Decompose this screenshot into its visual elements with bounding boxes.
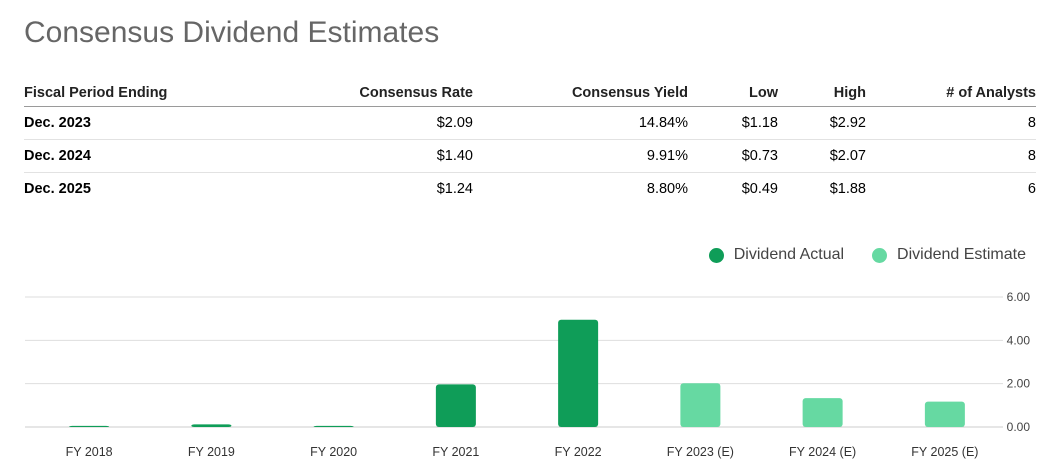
x-tick-label: FY 2022 (555, 445, 602, 459)
bar-fy-2023-e[interactable] (680, 383, 721, 427)
cell-period: Dec. 2024 (24, 139, 264, 173)
cell-high: $2.07 (778, 139, 866, 173)
cell-consensus-rate: $2.09 (264, 106, 473, 140)
bar-fy-2021[interactable] (435, 384, 476, 427)
header-consensus-rate[interactable]: Consensus Rate (264, 80, 473, 107)
bar-fy-2019[interactable] (191, 424, 232, 427)
x-tick-label: FY 2024 (E) (789, 445, 856, 459)
cell-consensus-yield: 9.91% (473, 139, 688, 173)
cell-low: $1.18 (688, 106, 778, 140)
header-fiscal-period[interactable]: Fiscal Period Ending (24, 80, 264, 107)
header-analysts[interactable]: # of Analysts (866, 80, 1036, 107)
cell-period: Dec. 2023 (24, 106, 264, 140)
legend-swatch-actual (708, 247, 724, 263)
y-tick-label: 0.00 (1007, 420, 1031, 434)
x-tick-label: FY 2021 (432, 445, 479, 459)
cell-high: $1.88 (829, 181, 866, 197)
cell-analysts: 8 (866, 139, 1036, 173)
table-row: Dec. 2025 $1.24 8.80% $0.49 $1.88 6 (24, 173, 1036, 206)
legend-item-actual[interactable]: Dividend Actual (708, 246, 845, 264)
cell-high: $2.92 (778, 106, 866, 140)
cell-low: $0.73 (688, 139, 778, 173)
dividend-bar-chart: 0.00 2.00 4.00 6.00 FY 2018 FY 2019 FY 2020 FY … (25, 290, 1031, 459)
x-tick-label: FY 2025 (E) (911, 445, 978, 459)
dividend-estimates-table: Fiscal Period Ending Consensus Rate Cons… (24, 80, 1036, 205)
cell-low: $0.49 (741, 181, 778, 197)
legend-swatch-estimate (872, 247, 888, 263)
chart-legend: Dividend Actual Dividend Estimate (708, 246, 1026, 264)
cell-analysts: 6 (1027, 181, 1036, 197)
bar-fy-2020[interactable] (313, 425, 354, 427)
cell-consensus-rate: $1.40 (264, 139, 473, 173)
header-consensus-yield[interactable]: Consensus Yield (473, 80, 688, 107)
x-tick-label: FY 2019 (188, 445, 235, 459)
y-tick-label: 2.00 (1007, 377, 1031, 391)
cell-consensus-rate: $1.24 (436, 181, 473, 197)
table-row: Dec. 2023 $2.09 14.84% $1.18 $2.92 8 (24, 106, 1036, 140)
header-low[interactable]: Low (688, 80, 778, 107)
legend-label-actual: Dividend Actual (733, 246, 845, 263)
x-tick-label: FY 2020 (310, 445, 357, 459)
table-row: Dec. 2024 $1.40 9.91% $0.73 $2.07 8 (24, 139, 1036, 173)
bar-fy-2018[interactable] (69, 425, 110, 427)
cell-consensus-yield: 8.80% (646, 181, 688, 197)
table-header-row: Fiscal Period Ending Consensus Rate Cons… (24, 80, 1036, 107)
header-high[interactable]: High (778, 80, 866, 107)
page-title: Consensus Dividend Estimates (24, 16, 440, 49)
x-tick-label: FY 2023 (E) (667, 445, 734, 459)
y-tick-label: 6.00 (1007, 290, 1031, 304)
bar-fy-2025-e[interactable] (924, 401, 965, 427)
legend-label-estimate: Dividend Estimate (897, 246, 1026, 263)
bar-fy-2022[interactable] (558, 319, 599, 427)
cell-analysts: 8 (866, 106, 1036, 140)
cell-consensus-yield: 14.84% (473, 106, 688, 140)
y-tick-label: 4.00 (1007, 333, 1031, 347)
legend-item-estimate[interactable]: Dividend Estimate (872, 246, 1026, 264)
cell-period: Dec. 2025 (24, 181, 91, 197)
x-tick-label: FY 2018 (66, 445, 113, 459)
bar-fy-2024-e[interactable] (802, 398, 843, 427)
